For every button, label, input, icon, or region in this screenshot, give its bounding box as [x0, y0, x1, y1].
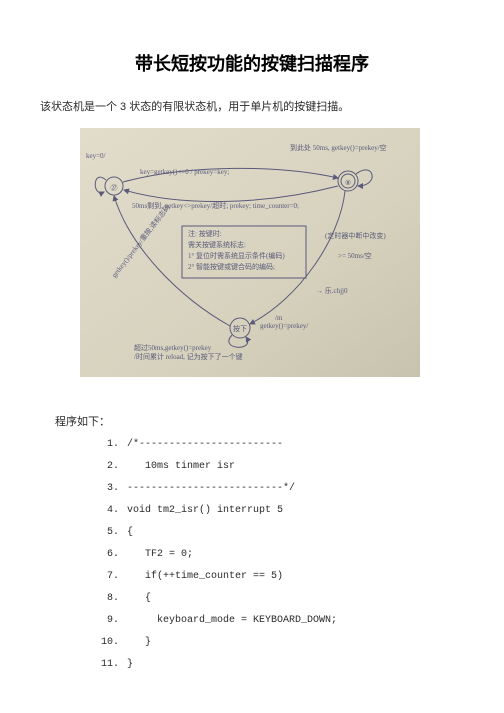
- page: 带长短按功能的按键扫描程序 该状态机是一个 3 状态的有限状态机，用于单片机的按…: [0, 0, 504, 701]
- code-text: void tm2_isr() interrupt 5: [127, 505, 283, 516]
- intro-text: 该状态机是一个 3 状态的有限状态机，用于单片机的按键扫描。: [40, 98, 464, 114]
- code-line: 3.--------------------------*/: [95, 483, 464, 494]
- code-text: {: [127, 527, 133, 538]
- label-topright: 到此处 50ms, getkey()=prekey/空: [290, 143, 387, 152]
- page-title: 带长短按功能的按键扫描程序: [40, 50, 464, 76]
- label-downright1: /m: [275, 314, 283, 322]
- code-line: 10. }: [95, 637, 464, 648]
- state-down-label: 按下: [233, 324, 247, 333]
- state-b-label: ⑧: [345, 179, 351, 187]
- label-bottomloop1: 超过50ms,getkey()=prekey: [134, 343, 212, 352]
- code-line: 2. 10ms tinmer isr: [95, 461, 464, 472]
- code-line: 5.{: [95, 527, 464, 538]
- code-text: 10ms tinmer isr: [127, 461, 235, 472]
- label-downright2: getkey()=prekey/: [260, 322, 308, 330]
- code-line: 9. keyboard_mode = KEYBOARD_DOWN;: [95, 615, 464, 626]
- boxline4: 2° 智能按键或键合码的编码;: [188, 262, 275, 271]
- state-diagram-photo: ㉗ key=0/ ⑧ 到此处 50ms, getkey()=prekey/空 k…: [80, 128, 420, 377]
- code-text: if(++time_counter == 5): [127, 571, 283, 582]
- boxline1: 注: 按键时:: [188, 229, 222, 238]
- label-key0: key=0/: [86, 152, 106, 160]
- code-line: 8. {: [95, 593, 464, 604]
- boxline3: 1° 复位时需系统显示条件(编码): [188, 251, 285, 260]
- code-line: 1./*------------------------: [95, 439, 464, 450]
- code-text: TF2 = 0;: [127, 549, 193, 560]
- program-label: 程序如下：: [55, 413, 464, 429]
- code-line: 4.void tm2_isr() interrupt 5: [95, 505, 464, 516]
- code-text: }: [127, 637, 151, 648]
- code-text: --------------------------*/: [127, 483, 295, 494]
- code-text: /*------------------------: [127, 439, 283, 450]
- code-line: 7. if(++time_counter == 5): [95, 571, 464, 582]
- code-text: }: [127, 659, 133, 670]
- code-line: 6. TF2 = 0;: [95, 549, 464, 560]
- code-block: 1./*------------------------ 2. 10ms tin…: [95, 439, 464, 670]
- label-rightside: (定时器中断中改变): [325, 231, 386, 240]
- label-bottomloop2: /时间累计 reload, 记为按下了一个键: [134, 352, 243, 361]
- code-text: {: [127, 593, 151, 604]
- state-ka-label: ㉗: [111, 184, 118, 192]
- boxline2: 需关按键系统标志:: [188, 240, 246, 249]
- label-toparrow: key=getkey()<>0 / prekey=key;: [140, 168, 229, 176]
- label-midevent: 50ms剩到, getkey<>prekey/超时; prekey; time_…: [132, 201, 299, 210]
- code-line: 11.}: [95, 659, 464, 670]
- label-bottomright: → 乐.chjj0: [316, 286, 348, 295]
- code-text: keyboard_mode = KEYBOARD_DOWN;: [127, 615, 337, 626]
- label-rightarrow: >= 50ms/空: [338, 251, 372, 260]
